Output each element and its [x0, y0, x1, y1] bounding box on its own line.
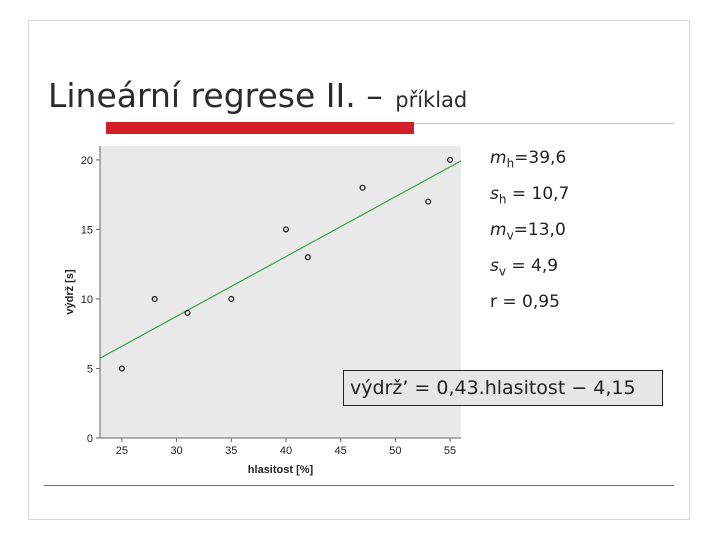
stat-item: mv=13,0 — [490, 218, 569, 254]
x-tick-label: 50 — [389, 445, 401, 457]
data-point — [118, 365, 125, 372]
scatter-chart: 0 5 10 15 20 25 30 35 40 45 50 55 hlasitost [%] vý… — [44, 135, 470, 483]
stat-subscript: h — [506, 156, 515, 171]
regression-layer — [99, 160, 462, 359]
x-tick-label: 30 — [170, 445, 182, 457]
stat-item: mh=39,6 — [490, 146, 569, 182]
regression-line — [99, 160, 462, 359]
data-point — [184, 309, 191, 316]
stat-value: = 4,9 — [505, 256, 559, 276]
title-underline-bar — [106, 122, 414, 134]
stat-value: r = 0,95 — [490, 292, 560, 312]
stat-value: = 10,7 — [506, 184, 570, 204]
data-point — [228, 295, 235, 303]
stats-list: mh=39,6 sh = 10,7 mv=13,0 sv = 4,9 r = 0,95 — [490, 146, 569, 326]
stat-subscript: v — [498, 264, 506, 279]
stat-subscript: v — [506, 228, 514, 243]
y-tick-label: 10 — [81, 294, 93, 306]
data-points — [118, 156, 454, 372]
data-point — [425, 198, 432, 205]
slide-border — [28, 20, 690, 520]
slide-title: Lineární regrese II. – příklad — [48, 76, 467, 120]
stat-symbol: s — [490, 256, 499, 276]
title-main: Lineární regrese II. – — [48, 76, 383, 115]
stat-value: =13,0 — [513, 220, 566, 240]
title-sub: příklad — [395, 88, 468, 112]
stat-subscript: h — [498, 192, 507, 207]
x-tick-label: 40 — [280, 445, 292, 457]
x-tick-label: 55 — [444, 445, 456, 457]
y-axis-label: výdrž [s] — [64, 269, 76, 315]
y-tick-label: 20 — [81, 155, 93, 167]
y-axis: 0 5 10 15 20 — [81, 146, 101, 445]
stat-symbol: m — [490, 148, 507, 168]
stat-symbol: s — [490, 184, 499, 204]
data-point — [282, 226, 290, 233]
stat-item: sh = 10,7 — [490, 182, 569, 218]
x-tick-label: 25 — [116, 445, 128, 457]
bottom-rule — [44, 485, 674, 486]
data-point — [151, 295, 158, 303]
stat-value: =39,6 — [514, 148, 567, 168]
x-axis: 25 30 35 40 45 50 55 — [100, 437, 461, 457]
regression-equation: výdrž’ = 0,43.hlasitost − 4,15 — [343, 370, 663, 406]
x-tick-label: 35 — [225, 445, 237, 457]
stat-item: sv = 4,9 — [490, 254, 569, 290]
y-tick-label: 0 — [87, 433, 93, 445]
x-tick-label: 45 — [335, 445, 347, 457]
data-point — [447, 156, 454, 163]
title-rule — [414, 123, 674, 124]
y-tick-label: 15 — [81, 224, 93, 236]
y-tick-label: 5 — [87, 363, 93, 375]
data-point — [359, 184, 366, 191]
stat-item: r = 0,95 — [490, 290, 569, 326]
data-point — [304, 254, 311, 261]
stat-symbol: m — [490, 220, 507, 240]
x-axis-label: hlasitost [%] — [248, 464, 314, 476]
